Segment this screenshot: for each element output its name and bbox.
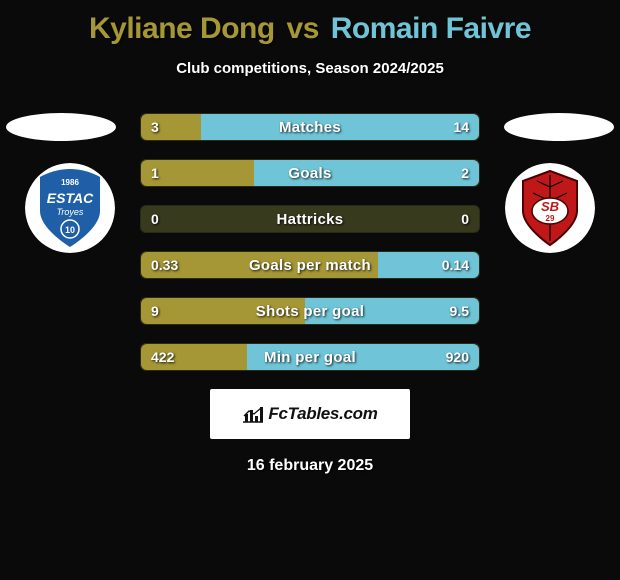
stat-value-right: 14: [453, 119, 469, 135]
branding-box: FcTables.com: [210, 389, 410, 439]
stat-value-right: 920: [446, 349, 469, 365]
stat-row: 3 14 Matches: [140, 113, 480, 141]
svg-text:1986: 1986: [61, 178, 79, 187]
vs-text: vs: [287, 12, 319, 45]
stat-value-left: 1: [151, 165, 159, 181]
stat-label: Min per goal: [264, 349, 356, 366]
stat-value-right: 2: [461, 165, 469, 181]
snapshot-date: 16 february 2025: [0, 457, 620, 475]
svg-text:Troyes: Troyes: [57, 207, 84, 217]
stat-label: Shots per goal: [256, 303, 364, 320]
stat-value-right: 0.14: [442, 257, 469, 273]
stat-value-left: 3: [151, 119, 159, 135]
stat-row: 0 0 Hattricks: [140, 205, 480, 233]
stat-value-right: 0: [461, 211, 469, 227]
stat-value-left: 422: [151, 349, 174, 365]
stat-row: 0.33 0.14 Goals per match: [140, 251, 480, 279]
team-badge-left: 1986 ESTAC Troyes 10: [25, 163, 115, 253]
accent-oval-right: [504, 113, 614, 141]
subtitle: Club competitions, Season 2024/2025: [0, 60, 620, 77]
stat-label: Goals per match: [249, 257, 371, 274]
stat-label: Matches: [279, 119, 341, 136]
stat-fill-left: [141, 114, 201, 140]
comparison-title: Kyliane Dong vs Romain Faivre: [0, 0, 620, 46]
stat-row: 9 9.5 Shots per goal: [140, 297, 480, 325]
branding-text: FcTables.com: [268, 404, 377, 424]
estac-troyes-crest-icon: 1986 ESTAC Troyes 10: [25, 163, 115, 253]
accent-oval-left: [6, 113, 116, 141]
stat-value-left: 0: [151, 211, 159, 227]
stat-label: Goals: [288, 165, 331, 182]
svg-text:29: 29: [546, 214, 555, 223]
stat-row: 1 2 Goals: [140, 159, 480, 187]
svg-text:10: 10: [65, 225, 75, 235]
stat-value-left: 0.33: [151, 257, 178, 273]
stat-row: 422 920 Min per goal: [140, 343, 480, 371]
team-badge-right: SB 29: [505, 163, 595, 253]
stat-value-left: 9: [151, 303, 159, 319]
svg-text:SB: SB: [541, 199, 559, 214]
player1-name: Kyliane Dong: [89, 12, 275, 45]
svg-text:ESTAC: ESTAC: [47, 190, 94, 206]
player2-name: Romain Faivre: [331, 12, 531, 45]
comparison-panel: 1986 ESTAC Troyes 10 SB 29 3 14 Matches 1 2 G…: [0, 113, 620, 475]
stat-bars: 3 14 Matches 1 2 Goals 0 0 Hattricks 0.33 0.14 Goal…: [140, 113, 480, 371]
stat-label: Hattricks: [277, 211, 344, 228]
stade-brestois-crest-icon: SB 29: [505, 163, 595, 253]
bar-chart-icon: [242, 405, 264, 423]
stat-value-right: 9.5: [450, 303, 469, 319]
